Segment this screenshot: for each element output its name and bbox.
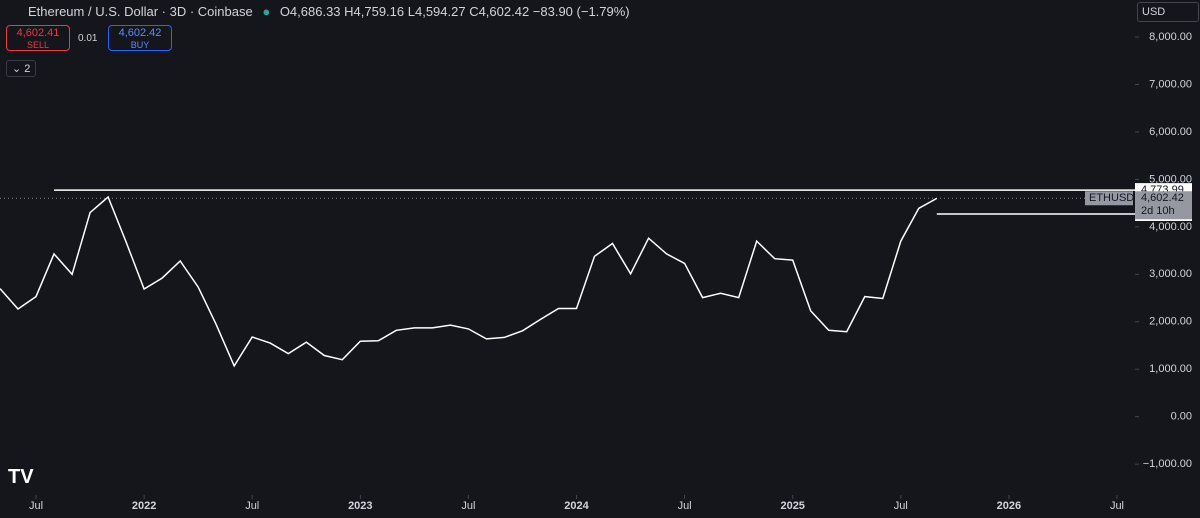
current-price-label: 4,602.42 [1141, 192, 1184, 204]
logo: TV [8, 466, 34, 488]
y-tick-label: 8,000.00 [1149, 31, 1192, 43]
buy-price: 4,602.42 [118, 27, 162, 39]
buy-button[interactable]: 4,602.42 BUY [108, 25, 172, 51]
y-tick-label: 4,000.00 [1149, 221, 1192, 233]
x-tick-label: 2022 [132, 500, 156, 512]
price-line [0, 195, 938, 368]
y-tick-label: 1,000.00 [1149, 363, 1192, 375]
buy-label: BUY [130, 40, 150, 50]
status-dot: ● [262, 4, 271, 19]
sell-price: 4,602.41 [16, 27, 60, 39]
x-tick-label: Jul [678, 500, 692, 512]
current-price-bg [1135, 191, 1192, 220]
indicator-toggle[interactable]: ⌄ 2 [6, 60, 37, 77]
sell-label: SELL [26, 40, 50, 50]
y-tick-label: 7,000.00 [1149, 78, 1192, 90]
y-tick-label: 6,000.00 [1149, 126, 1192, 138]
y-tick-label: 2,000.00 [1149, 316, 1192, 328]
price-axis-bg [1135, 0, 1200, 518]
x-tick-label: 2024 [564, 500, 589, 512]
currency-select[interactable]: USD [1137, 2, 1199, 22]
x-tick-label: Jul [894, 500, 908, 512]
spread: 0.01 [78, 33, 98, 44]
sell-button[interactable]: 4,602.41 SELL [6, 25, 70, 51]
y-tick-label: −1,000.00 [1143, 458, 1192, 470]
x-tick-label: 2023 [348, 500, 372, 512]
y-tick-label: 5,000.00 [1149, 173, 1192, 185]
x-tick-label: Jul [1110, 500, 1124, 512]
header: Ethereum / U.S. Dollar · 3D · Coinbase ●… [28, 4, 636, 19]
ohlc: O4,686.33 H4,759.16 L4,594.27 C4,602.42 … [279, 4, 630, 19]
indicator-count: 2 [24, 63, 31, 75]
x-tick-label: Jul [29, 500, 43, 512]
x-tick-label: 2026 [997, 500, 1021, 512]
y-tick-label: 3,000.00 [1149, 268, 1192, 280]
countdown: 2d 10h [1141, 205, 1175, 217]
x-tick-label: Jul [245, 500, 259, 512]
symbol-title: Ethereum / U.S. Dollar · 3D · Coinbase [28, 4, 253, 19]
y-tick-label: 0.00 [1171, 411, 1192, 423]
symbol-tag-bg [1085, 191, 1133, 206]
x-tick-label: Jul [461, 500, 475, 512]
symbol-tag: ETHUSD [1089, 192, 1134, 204]
x-tick-label: 2025 [780, 500, 804, 512]
